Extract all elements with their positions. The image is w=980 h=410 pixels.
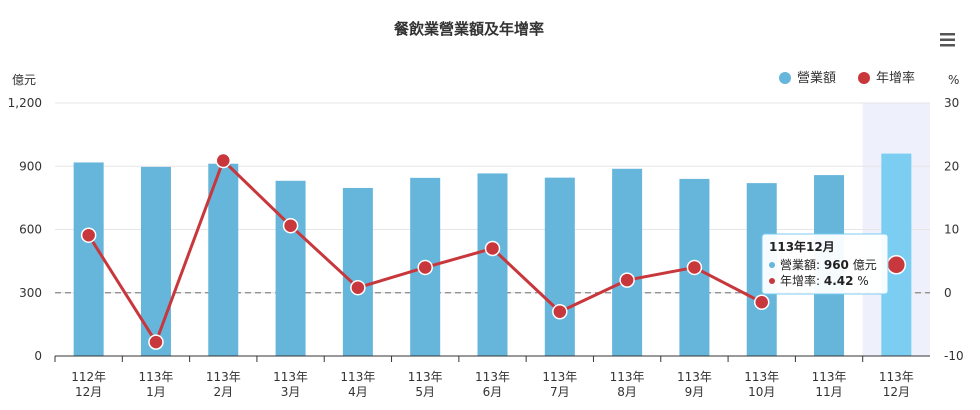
tooltip-box bbox=[761, 233, 889, 295]
x-tick-label: 5月 bbox=[415, 385, 435, 399]
x-tick-label: 10月 bbox=[748, 385, 775, 399]
y-left-tick-label: 900 bbox=[19, 159, 42, 173]
growth-point bbox=[215, 152, 232, 169]
growth-point bbox=[886, 255, 907, 275]
y-right-tick-label: -10 bbox=[944, 349, 964, 363]
x-tick-label: 113年 bbox=[812, 370, 847, 384]
y-right-tick-label: 30 bbox=[944, 96, 959, 110]
y-right-tick-label: 10 bbox=[944, 223, 959, 237]
x-tick-label: 113年 bbox=[879, 370, 914, 384]
chart-title: 餐飲業營業額及年增率 bbox=[394, 20, 544, 38]
y-right-tick-label: 0 bbox=[944, 286, 952, 300]
growth-point bbox=[686, 259, 703, 276]
legend-item-revenue[interactable]: 營業額 bbox=[779, 70, 836, 86]
bar bbox=[544, 177, 575, 356]
y-left-unit: 億元 bbox=[12, 73, 36, 87]
tooltip-dot bbox=[769, 262, 775, 268]
x-tick-label: 9月 bbox=[685, 385, 705, 399]
growth-point bbox=[484, 240, 501, 257]
y-left-tick-label: 0 bbox=[34, 349, 42, 363]
y-left-tick-label: 600 bbox=[19, 223, 42, 237]
x-tick-label: 3月 bbox=[281, 385, 301, 399]
growth-point bbox=[350, 279, 366, 296]
x-tick-label: 113年 bbox=[139, 370, 174, 384]
x-tick-label: 113年 bbox=[610, 370, 645, 384]
x-tick-label: 113年 bbox=[340, 370, 375, 384]
x-tick-label: 11月 bbox=[815, 385, 842, 399]
legend-label-growth: 年增率 bbox=[876, 70, 915, 86]
bar bbox=[208, 163, 239, 356]
x-tick-label: 113年 bbox=[542, 370, 577, 384]
bar bbox=[73, 162, 104, 356]
x-tick-label: 12月 bbox=[75, 385, 102, 399]
legend: 營業額 年增率 bbox=[779, 70, 915, 86]
x-tick-label: 113年 bbox=[408, 370, 443, 384]
growth-point bbox=[552, 303, 568, 320]
y-left-tick-label: 300 bbox=[19, 286, 42, 300]
tooltip-dot bbox=[769, 278, 775, 284]
x-tick-label: 4月 bbox=[348, 385, 368, 399]
x-tick-label: 113年 bbox=[475, 370, 510, 384]
y-right-unit: % bbox=[948, 73, 959, 87]
menu-button[interactable] bbox=[938, 32, 956, 48]
growth-point bbox=[80, 227, 97, 243]
bar bbox=[477, 173, 508, 356]
growth-point bbox=[753, 294, 770, 310]
legend-item-growth[interactable]: 年增率 bbox=[858, 70, 915, 86]
growth-point bbox=[619, 272, 635, 288]
x-tick-label: 8月 bbox=[617, 385, 637, 399]
x-tick-label: 113年 bbox=[273, 370, 308, 384]
bar bbox=[342, 187, 373, 356]
y-left-tick-label: 1,200 bbox=[8, 96, 42, 110]
growth-point bbox=[417, 259, 433, 276]
hamburger-icon bbox=[940, 33, 955, 36]
x-tick-label: 2月 bbox=[213, 385, 233, 399]
x-tick-label: 113年 bbox=[677, 370, 712, 384]
bar bbox=[612, 168, 643, 356]
tooltip-row: 營業額: 960 億元 bbox=[780, 258, 877, 272]
x-tick-label: 113年 bbox=[206, 370, 241, 384]
x-tick-label: 1月 bbox=[146, 385, 166, 399]
tooltip-title: 113年12月 bbox=[769, 239, 835, 254]
tooltip-row: 年增率: 4.42 % bbox=[780, 273, 869, 288]
growth-point bbox=[148, 334, 164, 350]
growth-point bbox=[282, 217, 299, 234]
x-tick-label: 6月 bbox=[483, 385, 503, 399]
x-tick-label: 112年 bbox=[71, 370, 106, 384]
x-tick-label: 113年 bbox=[744, 370, 779, 384]
x-tick-label: 7月 bbox=[550, 385, 570, 399]
x-tick-label: 12月 bbox=[883, 385, 910, 399]
legend-label-revenue: 營業額 bbox=[797, 70, 836, 86]
y-right-tick-label: 20 bbox=[944, 159, 959, 173]
bar bbox=[275, 180, 306, 356]
